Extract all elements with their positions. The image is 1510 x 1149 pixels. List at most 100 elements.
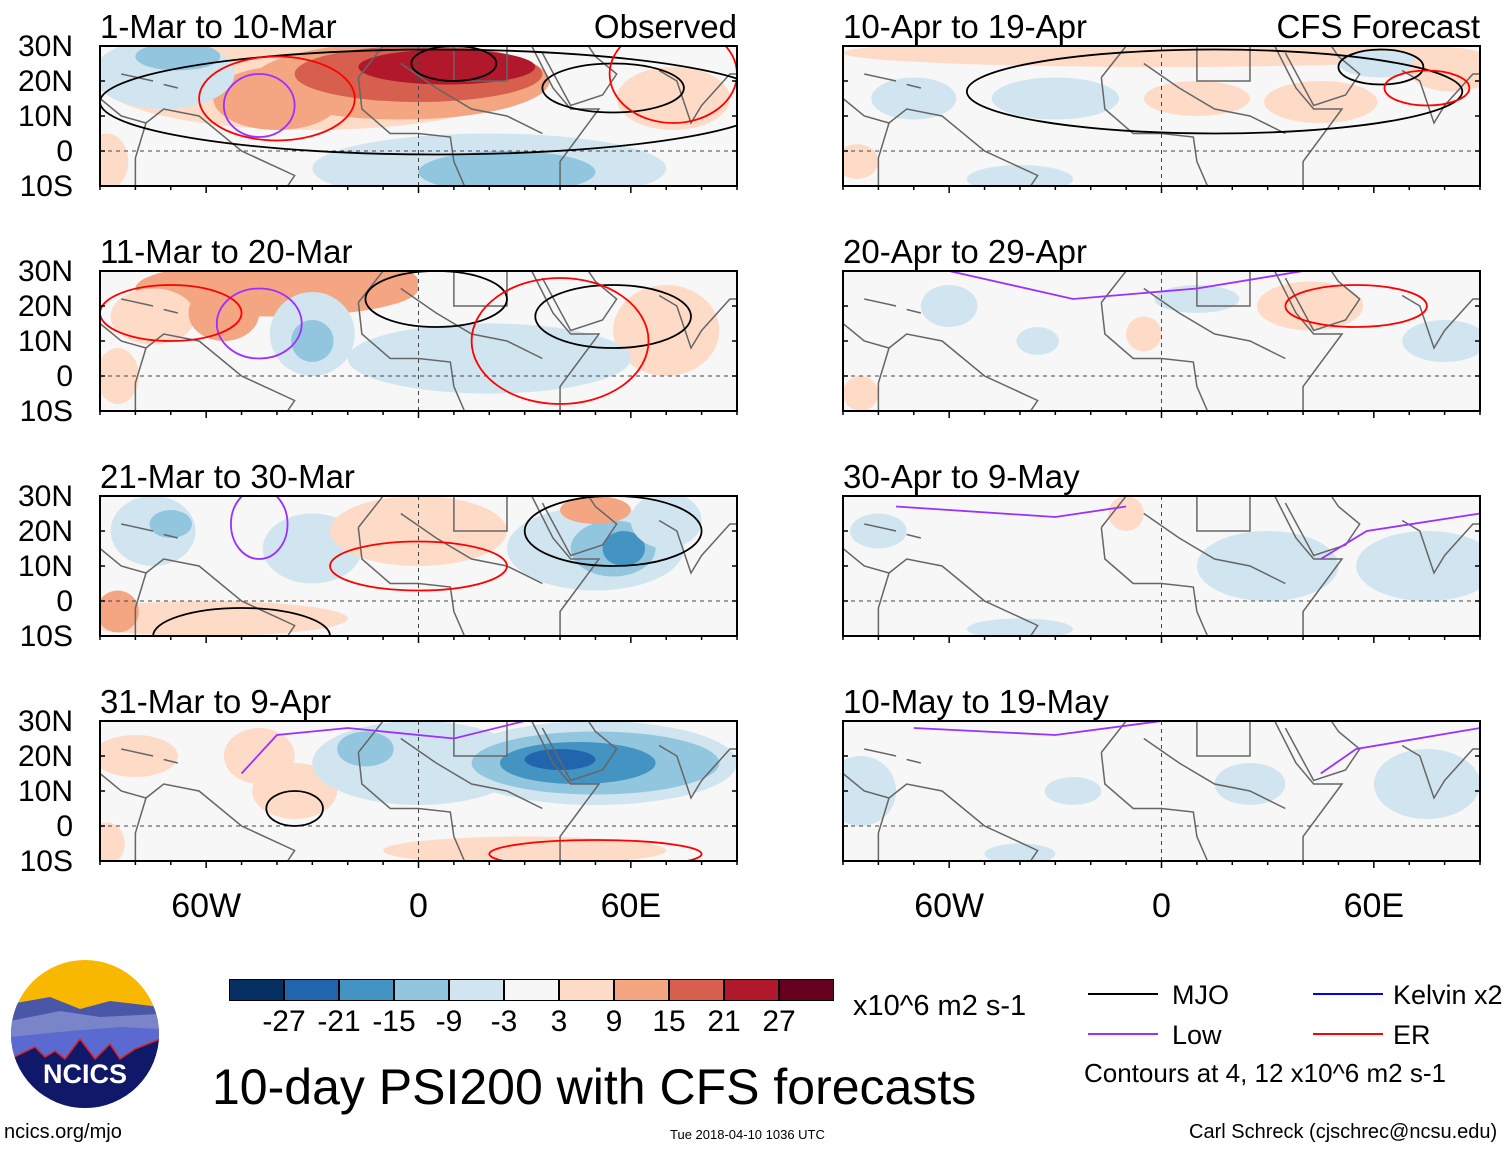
coastline <box>843 322 890 349</box>
coastline <box>541 271 618 332</box>
coastline <box>864 73 897 82</box>
anomaly-region <box>291 320 334 362</box>
colorbar-label: -15 <box>372 1005 416 1038</box>
lat-label: 0 <box>56 135 73 168</box>
anomaly-region <box>1108 496 1144 531</box>
coastline <box>1401 744 1480 800</box>
panel-title: 1-Mar to 10-Mar <box>100 8 337 45</box>
anomaly-region <box>337 731 394 767</box>
coastline <box>531 271 601 411</box>
anomaly-region <box>843 376 879 411</box>
panel-title: 10-Apr to 19-Apr <box>843 8 1087 45</box>
colorbar-label: -9 <box>435 1005 463 1038</box>
anomaly-region <box>418 151 596 186</box>
coastline <box>100 772 147 799</box>
anomaly-region <box>560 496 631 524</box>
coastline <box>357 496 384 528</box>
coastline <box>906 533 922 539</box>
lat-label: 0 <box>56 810 73 843</box>
anomaly-region <box>1196 531 1339 601</box>
contour-low <box>240 721 525 775</box>
coastline <box>100 547 147 574</box>
coastline <box>134 333 296 411</box>
coastline <box>1143 512 1286 585</box>
colorbar-label: 9 <box>605 1005 623 1038</box>
map-panel <box>842 45 1481 193</box>
colorbar-swatch <box>669 979 724 1001</box>
coastline <box>843 97 890 124</box>
colorbar-label: -3 <box>490 1005 518 1038</box>
contour-mjo <box>541 62 685 114</box>
contour-mjo <box>534 284 692 349</box>
anomaly-region <box>1016 327 1059 355</box>
panel-title: 21-Mar to 30-Mar <box>100 458 355 495</box>
lon-label: 60W <box>914 887 985 925</box>
coastline <box>1401 69 1480 125</box>
contour-mjo <box>965 48 1464 135</box>
coastline <box>1196 46 1251 82</box>
lat-label: 10S <box>19 170 73 203</box>
coastline <box>877 333 1039 411</box>
timestamp: Tue 2018-04-10 1036 UTC <box>670 1127 825 1142</box>
anomaly-region <box>188 285 260 341</box>
map-panel <box>99 270 738 418</box>
lon-label: 60E <box>1343 887 1405 925</box>
anomaly-region <box>871 77 957 120</box>
anomaly-region <box>1257 281 1364 331</box>
coastline <box>1100 302 1209 411</box>
coastline <box>1196 496 1251 532</box>
coastline <box>531 46 601 186</box>
coastline <box>658 69 737 125</box>
anomaly-region <box>100 735 178 777</box>
map-panel <box>99 720 738 868</box>
panel-tag: CFS Forecast <box>1276 8 1480 45</box>
anomaly-region <box>1264 81 1378 123</box>
colorbar-swatch <box>614 979 669 1001</box>
site-link[interactable]: ncics.org/mjo <box>4 1121 122 1143</box>
legend-kelvin-label: Kelvin x2 <box>1393 980 1503 1010</box>
coastline <box>531 721 601 861</box>
map-panel <box>842 270 1481 418</box>
anomaly-region <box>149 510 193 538</box>
contour-mjo <box>364 271 508 328</box>
legend-low-label: Low <box>1172 1020 1222 1050</box>
coastline <box>1143 62 1286 135</box>
lat-label: 30N <box>17 30 73 63</box>
coastline <box>1274 496 1344 636</box>
coastline <box>1401 294 1480 350</box>
anomaly-region <box>110 288 196 345</box>
lon-label: 0 <box>409 887 428 925</box>
coastline <box>400 737 543 810</box>
lat-label: 30N <box>17 480 73 513</box>
coastline <box>134 108 296 186</box>
contour-low <box>1320 512 1480 560</box>
coastline <box>1100 752 1209 861</box>
lat-label: 20N <box>17 740 73 773</box>
coastline <box>1284 721 1361 782</box>
colorbar-units: x10^6 m2 s-1 <box>853 990 1027 1022</box>
coastline <box>658 519 737 575</box>
coastline <box>1274 271 1344 411</box>
anomaly-region <box>1044 777 1102 805</box>
lat-label: 10N <box>17 325 73 358</box>
colorbar-swatch <box>449 979 504 1001</box>
svg-text:NCICS: NCICS <box>43 1059 127 1089</box>
colorbar-label: -27 <box>262 1005 306 1038</box>
panel-title: 31-Mar to 9-Apr <box>100 683 332 720</box>
lat-label: 10N <box>17 775 73 808</box>
legend-kelvin-line <box>1313 993 1383 995</box>
coastline <box>357 46 384 78</box>
coastline <box>163 533 179 539</box>
colorbar-label: -21 <box>317 1005 361 1038</box>
contour-low <box>913 721 1162 736</box>
colorbar-swatch <box>394 979 449 1001</box>
coastline <box>531 496 601 636</box>
anomaly-region <box>100 133 129 186</box>
coastline <box>453 46 508 82</box>
coastline <box>357 752 466 861</box>
colorbar-label: 3 <box>550 1005 568 1038</box>
contour-mjo <box>410 46 498 82</box>
anomaly-region <box>991 77 1120 120</box>
coastline <box>541 721 618 782</box>
lat-label: 10S <box>19 620 73 653</box>
